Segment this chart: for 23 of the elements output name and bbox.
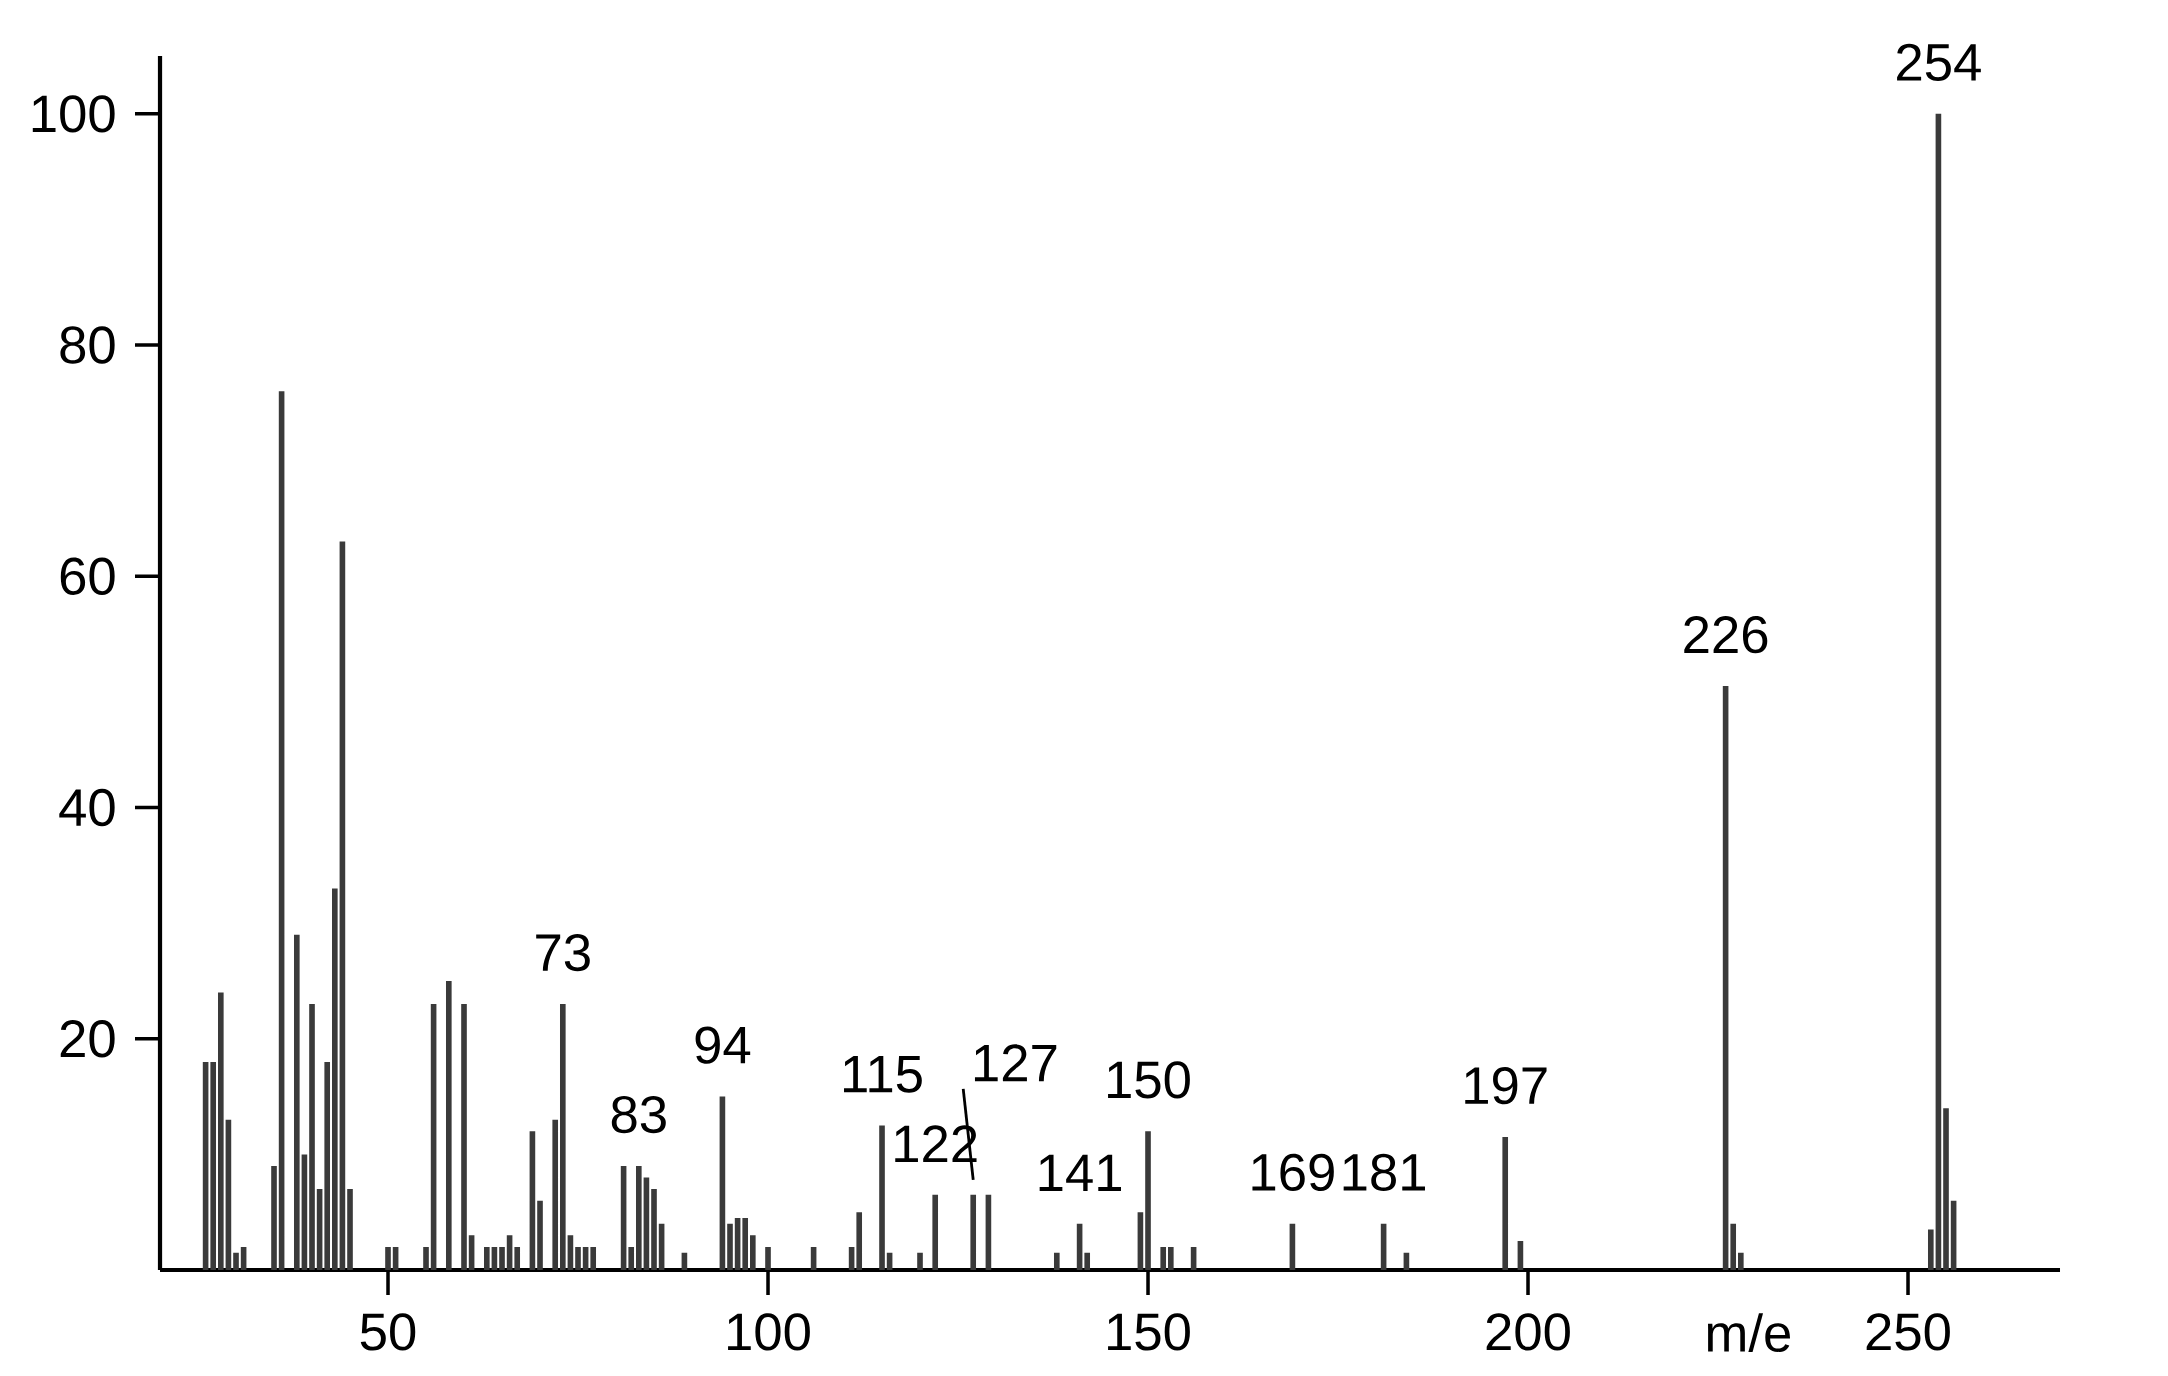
y-tick-label: 60	[60, 557, 115, 595]
x-axis-title: m/e	[1707, 1313, 1790, 1352]
annotation: 181	[1343, 1153, 1425, 1191]
x-tick-label: 250	[1866, 1313, 1950, 1351]
x-tick-label: 200	[1486, 1313, 1570, 1351]
y-tick-label: 40	[59, 788, 115, 827]
x-tick-label: 100	[728, 1313, 810, 1351]
annotation: 127	[974, 1044, 1057, 1082]
y-tick-label: 80	[60, 326, 115, 364]
annotation: 94	[695, 1026, 751, 1064]
y-tick-label: 100	[32, 95, 115, 133]
x-tick-label: 50	[360, 1313, 416, 1351]
annotation: 141	[1039, 1154, 1121, 1192]
annotation: 254	[1897, 43, 1981, 82]
annotation: 150	[1108, 1061, 1190, 1099]
annotation: 197	[1465, 1066, 1547, 1105]
annotation: 73	[536, 934, 590, 972]
y-tick-label: 20	[60, 1020, 115, 1058]
x-tick-label: 150	[1108, 1313, 1190, 1351]
annotation: 115	[844, 1055, 922, 1093]
annotation: 169	[1252, 1153, 1334, 1191]
annotation: 226	[1684, 616, 1768, 654]
annotation: 83	[611, 1095, 666, 1134]
